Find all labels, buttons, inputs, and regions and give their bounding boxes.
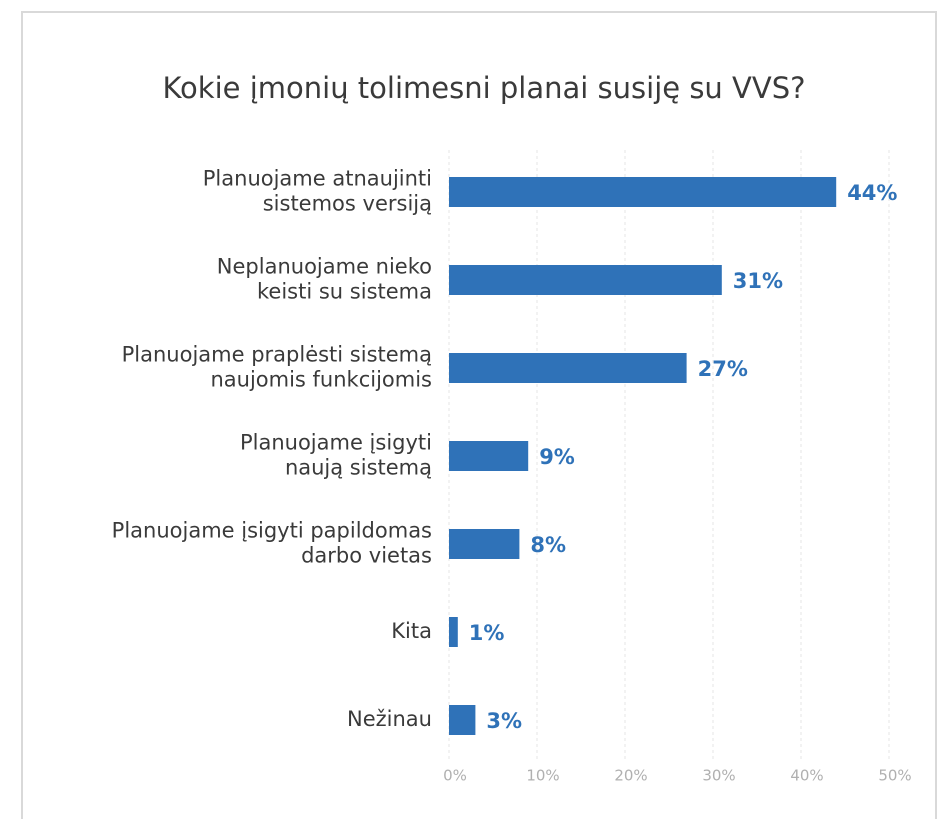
value-label: 31% — [733, 269, 783, 293]
chart-title: Kokie įmonių tolimesni planai susiję su … — [162, 71, 805, 105]
bar — [449, 441, 529, 471]
category-label: Neplanuojame nieko keisti su sistema — [217, 255, 432, 304]
x-tick-label: 0% — [443, 767, 467, 785]
bar — [449, 265, 722, 295]
category-label: Planuojame įsigyti papildomas darbo vieta… — [112, 519, 432, 568]
bar — [449, 705, 476, 735]
x-tick-label: 10% — [526, 767, 559, 785]
bar — [449, 177, 837, 207]
bar — [449, 353, 687, 383]
bar — [449, 529, 520, 559]
value-label: 44% — [847, 181, 897, 205]
value-label: 8% — [530, 533, 566, 557]
x-tick-label: 50% — [878, 767, 911, 785]
category-label: Planuojame praplėsti sistemą naujomis fun… — [122, 343, 432, 392]
value-label: 9% — [539, 445, 575, 469]
value-label: 3% — [486, 709, 522, 733]
x-tick-label: 40% — [790, 767, 823, 785]
bar — [449, 617, 458, 647]
category-label: Planuojame atnaujinti sistemos versiją — [203, 167, 432, 216]
value-label: 1% — [469, 621, 505, 645]
category-label: Planuojame įsigyti naują sistemą — [240, 431, 432, 480]
category-label: Kita — [391, 619, 432, 643]
x-tick-label: 30% — [702, 767, 735, 785]
value-label: 27% — [698, 357, 748, 381]
x-tick-label: 20% — [614, 767, 647, 785]
frame — [21, 11, 937, 819]
category-label: Nežinau — [347, 707, 432, 731]
